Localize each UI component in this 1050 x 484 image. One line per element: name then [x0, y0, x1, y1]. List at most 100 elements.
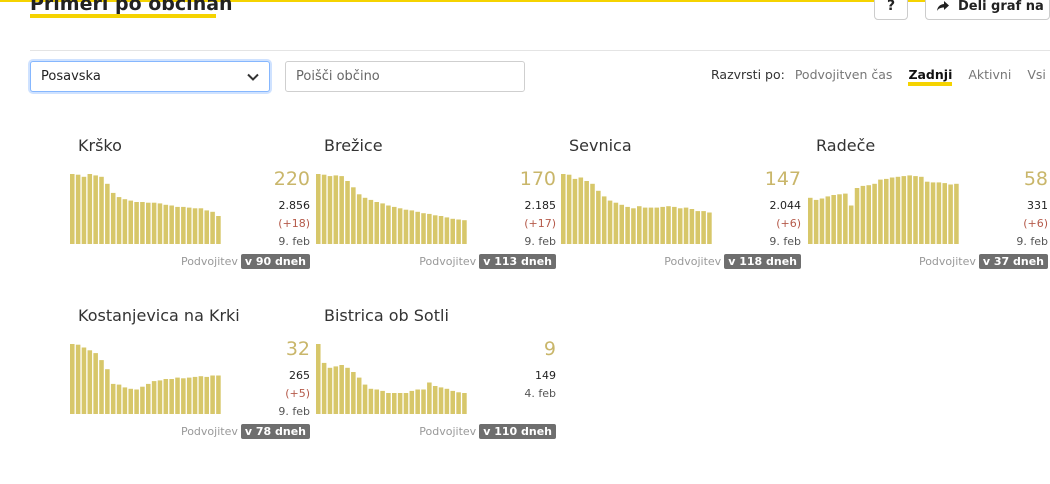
spark-bar — [660, 206, 665, 244]
municipality-card-brezice[interactable]: Brežice 170 2.185 (+17) 9. feb Podvojite… — [316, 136, 556, 286]
spark-bar — [345, 367, 350, 414]
recent-cases: 32 — [285, 338, 310, 360]
spark-bar — [192, 208, 198, 244]
sort-option-all[interactable]: Vsi — [1027, 67, 1046, 82]
last-update-date: 9. feb — [769, 235, 801, 248]
spark-bar — [186, 207, 192, 244]
spark-bar — [913, 176, 918, 244]
spark-bar — [397, 208, 403, 244]
region-select[interactable]: Posavska — [30, 61, 270, 92]
spark-bar — [613, 202, 619, 244]
spark-bar — [216, 375, 221, 414]
spark-bar — [462, 220, 467, 244]
spark-bar — [128, 200, 134, 244]
municipality-search-input[interactable] — [285, 61, 525, 92]
spark-bar — [948, 184, 953, 244]
spark-bar — [954, 183, 959, 244]
spark-bar — [596, 190, 601, 244]
spark-bar — [837, 194, 842, 244]
spark-bar — [351, 372, 356, 414]
chevron-down-icon — [247, 73, 259, 81]
sort-controls: Razvrsti po: Podvojitven čas Zadnji Akti… — [711, 67, 1046, 86]
spark-bar — [707, 212, 712, 244]
spark-bar — [403, 209, 409, 244]
spark-bar — [99, 360, 104, 414]
spark-bar — [356, 377, 362, 414]
spark-bar — [163, 379, 169, 414]
spark-bar — [409, 210, 415, 244]
municipality-card-sevnica[interactable]: Sevnica 147 2.044 (+6) 9. feb Podvojitev… — [561, 136, 801, 286]
total-cases: 265 — [289, 369, 310, 382]
spark-bar — [848, 205, 854, 244]
municipality-card-kostanjevica[interactable]: Kostanjevica na Krki 32 265 (+5) 9. feb … — [70, 306, 310, 456]
spark-bar — [339, 176, 344, 244]
spark-bar — [362, 384, 368, 414]
municipality-name: Radeče — [816, 136, 876, 155]
doubling-info: Podvojitev v 118 dneh — [664, 254, 801, 269]
spark-bar — [333, 175, 339, 244]
sort-option-doubling-time[interactable]: Podvojitven čas — [794, 67, 893, 82]
spark-bar — [427, 382, 432, 414]
spark-bar — [450, 390, 456, 414]
spark-bar — [444, 388, 450, 414]
spark-bar — [843, 193, 848, 244]
spark-bar — [677, 208, 683, 244]
spark-bar — [169, 205, 174, 244]
spark-bar — [895, 176, 901, 244]
spark-bar — [421, 389, 426, 414]
spark-bar — [356, 194, 362, 244]
spark-bar — [140, 202, 145, 244]
doubling-badge: v 110 dneh — [479, 424, 556, 439]
spark-bar — [333, 366, 339, 414]
spark-bar — [321, 362, 327, 414]
sort-option-latest[interactable]: Zadnji — [908, 67, 953, 86]
spark-bar — [386, 205, 391, 244]
spark-bar — [878, 179, 883, 244]
share-icon — [937, 1, 949, 11]
municipality-name: Brežice — [324, 136, 383, 155]
spark-bar — [181, 378, 186, 414]
spark-bar — [70, 344, 75, 414]
spark-bar — [157, 203, 163, 244]
spark-bar — [151, 381, 157, 414]
spark-bar — [181, 206, 186, 244]
spark-bar — [380, 203, 385, 244]
spark-bar — [81, 347, 87, 414]
doubling-info: Podvojitev v 78 dneh — [181, 424, 310, 439]
municipality-card-radece[interactable]: Radeče 58 331 (+6) 9. feb Podvojitev v 3… — [808, 136, 1048, 286]
region-select-value: Posavska — [41, 69, 101, 84]
spark-bar — [157, 380, 163, 414]
municipality-card-bistrica[interactable]: Bistrica ob Sotli 9 149 4. feb Podvojite… — [316, 306, 556, 456]
spark-bar — [198, 376, 204, 414]
spark-bar — [590, 183, 595, 244]
spark-bar — [462, 393, 467, 414]
municipality-name: Krško — [78, 136, 122, 155]
spark-bar — [210, 375, 215, 414]
spark-bar — [625, 206, 630, 244]
spark-bar — [134, 389, 139, 414]
recent-cases: 9 — [543, 338, 556, 360]
spark-bar — [99, 176, 104, 244]
spark-bar — [321, 174, 327, 244]
municipality-card-krsko[interactable]: Krško 220 2.856 (+18) 9. feb Podvojitev … — [70, 136, 310, 286]
spark-bar — [392, 206, 397, 244]
help-button[interactable]: ? — [874, 0, 908, 20]
spark-bar — [116, 384, 122, 414]
share-button[interactable]: Deli graf na — [925, 0, 1050, 20]
spark-bar — [672, 206, 677, 244]
spark-bar — [444, 217, 450, 244]
spark-bar — [186, 377, 192, 414]
sort-option-active[interactable]: Aktivni — [968, 67, 1012, 82]
spark-bar — [146, 202, 151, 244]
spark-bar — [403, 393, 409, 414]
spark-bar — [122, 199, 128, 244]
spark-bar — [140, 386, 145, 414]
doubling-badge: v 37 dneh — [978, 254, 1048, 269]
spark-bar — [695, 211, 701, 244]
spark-bar — [204, 210, 210, 244]
spark-bar — [889, 177, 895, 244]
spark-bar — [438, 387, 444, 414]
total-cases: 331 — [1027, 199, 1048, 212]
spark-bar — [128, 388, 134, 414]
spark-bar — [901, 176, 907, 244]
